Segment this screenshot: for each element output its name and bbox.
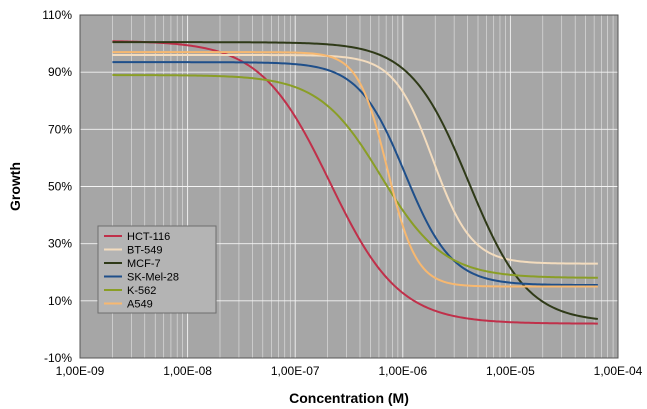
series-line-bt-549 xyxy=(112,54,598,265)
legend-label: HCT-116 xyxy=(127,231,170,243)
series-line-sk-mel-28 xyxy=(112,61,598,287)
series-line-hct-116 xyxy=(112,40,598,325)
legend-label: SK-Mel-28 xyxy=(127,272,179,284)
x-tick-labels: 1,00E-09 1,00E-08 1,00E-07 1,00E-06 1,00E-05… xyxy=(56,364,643,378)
x-tick-label: 1,00E-08 xyxy=(163,364,212,378)
y-axis-title: Growth xyxy=(7,162,23,211)
y-tick-label: 30% xyxy=(48,237,72,251)
x-tick-label: 1,00E-05 xyxy=(486,364,535,378)
y-tick-label: 70% xyxy=(48,122,72,136)
y-tick-label: 90% xyxy=(48,65,72,79)
series-group xyxy=(112,40,598,325)
legend-label: A549 xyxy=(127,299,153,311)
plot-border xyxy=(79,14,619,359)
y-tick-labels: -10% 10% 30% 50% 70% 90% 110% xyxy=(42,8,72,365)
series-line-mcf-7 xyxy=(112,41,598,320)
legend-label: K-562 xyxy=(127,285,156,297)
x-tick-label: 1,00E-04 xyxy=(594,364,643,378)
series-line-k-562 xyxy=(112,74,598,279)
x-tick-label: 1,00E-09 xyxy=(56,364,105,378)
legend-box xyxy=(97,225,217,314)
y-tick-label: -10% xyxy=(44,351,72,365)
series-line-a549 xyxy=(112,51,598,288)
y-tick-label: 110% xyxy=(42,8,72,22)
legend-label: MCF-7 xyxy=(127,258,161,270)
y-tick-label: 50% xyxy=(48,180,72,194)
x-tick-label: 1,00E-07 xyxy=(271,364,320,378)
x-axis-title: Concentration (M) xyxy=(289,390,409,406)
x-tick-label: 1,00E-06 xyxy=(378,364,427,378)
legend-label: BT-549 xyxy=(127,245,162,257)
y-tick-label: 10% xyxy=(48,294,72,308)
